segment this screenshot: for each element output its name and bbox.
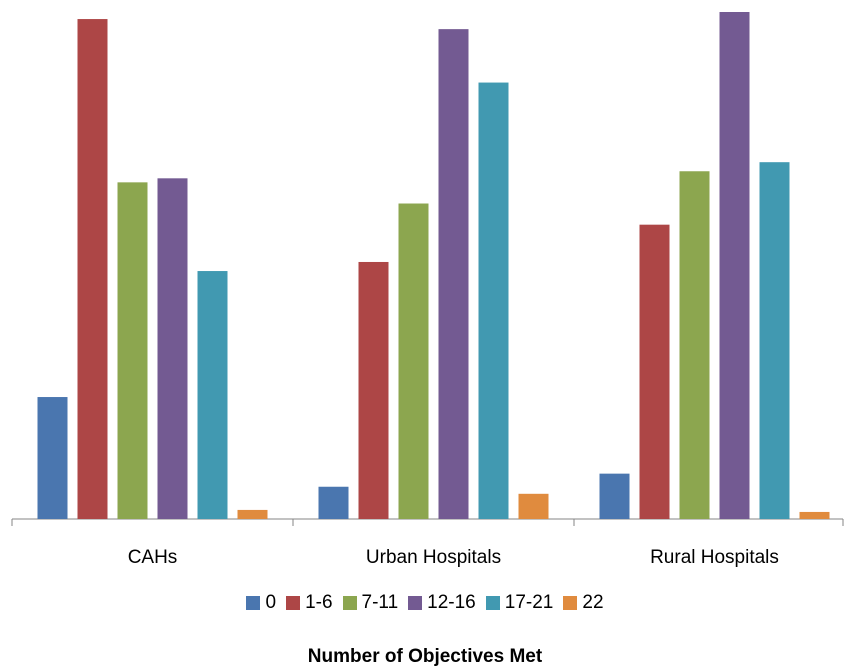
bar-urban-hospitals-0 <box>318 486 349 519</box>
bar-rural-hospitals-0 <box>599 473 630 519</box>
bar-cahs-7-11 <box>117 182 148 519</box>
legend-label: 7-11 <box>361 592 399 613</box>
category-label: Urban Hospitals <box>366 547 501 568</box>
bar-urban-hospitals-12-16 <box>438 29 469 519</box>
legend-label: 17-21 <box>504 592 554 613</box>
bar-urban-hospitals-22 <box>518 493 549 519</box>
bar-rural-hospitals-1-6 <box>639 224 670 520</box>
legend-label: 0 <box>265 592 277 613</box>
legend-swatch <box>246 596 261 610</box>
legend-item: 17-21 <box>485 592 554 614</box>
legend-swatch <box>563 596 578 610</box>
chart-plot: CAHs Urban Hospitals Rural Hospitals <box>11 12 844 568</box>
bar-rural-hospitals-22 <box>799 511 830 519</box>
bar-rural-hospitals-7-11 <box>679 171 710 519</box>
legend-label: 22 <box>582 592 604 613</box>
legend-swatch <box>485 596 500 610</box>
legend-item: 1-6 <box>286 592 333 614</box>
x-axis-title: Number of Objectives Met <box>307 646 543 667</box>
category-label: Rural Hospitals <box>650 547 779 568</box>
legend-item: 12-16 <box>408 592 476 614</box>
bar-urban-hospitals-7-11 <box>398 203 429 520</box>
legend-item: 0 <box>246 592 276 614</box>
legend-swatch <box>408 596 423 610</box>
bar-cahs-22 <box>237 509 268 519</box>
category-label: CAHs <box>128 547 178 568</box>
legend-item: 7-11 <box>342 592 399 614</box>
bar-cahs-12-16 <box>157 178 188 519</box>
legend-label: 12-16 <box>427 592 476 613</box>
bar-cahs-17-21 <box>197 271 228 519</box>
legend: 0 1-6 7-11 12-16 17-21 22 <box>0 592 850 614</box>
bar-cahs-0 <box>37 397 68 519</box>
bar-urban-hospitals-17-21 <box>478 82 509 519</box>
legend-item: 22 <box>563 592 604 614</box>
bar-urban-hospitals-1-6 <box>358 261 389 519</box>
bar-cahs-1-6 <box>77 19 108 520</box>
legend-swatch <box>286 596 301 610</box>
bar-rural-hospitals-12-16 <box>719 12 750 519</box>
bar-rural-hospitals-17-21 <box>759 162 790 520</box>
legend-label: 1-6 <box>305 592 333 613</box>
legend-swatch <box>342 596 357 610</box>
